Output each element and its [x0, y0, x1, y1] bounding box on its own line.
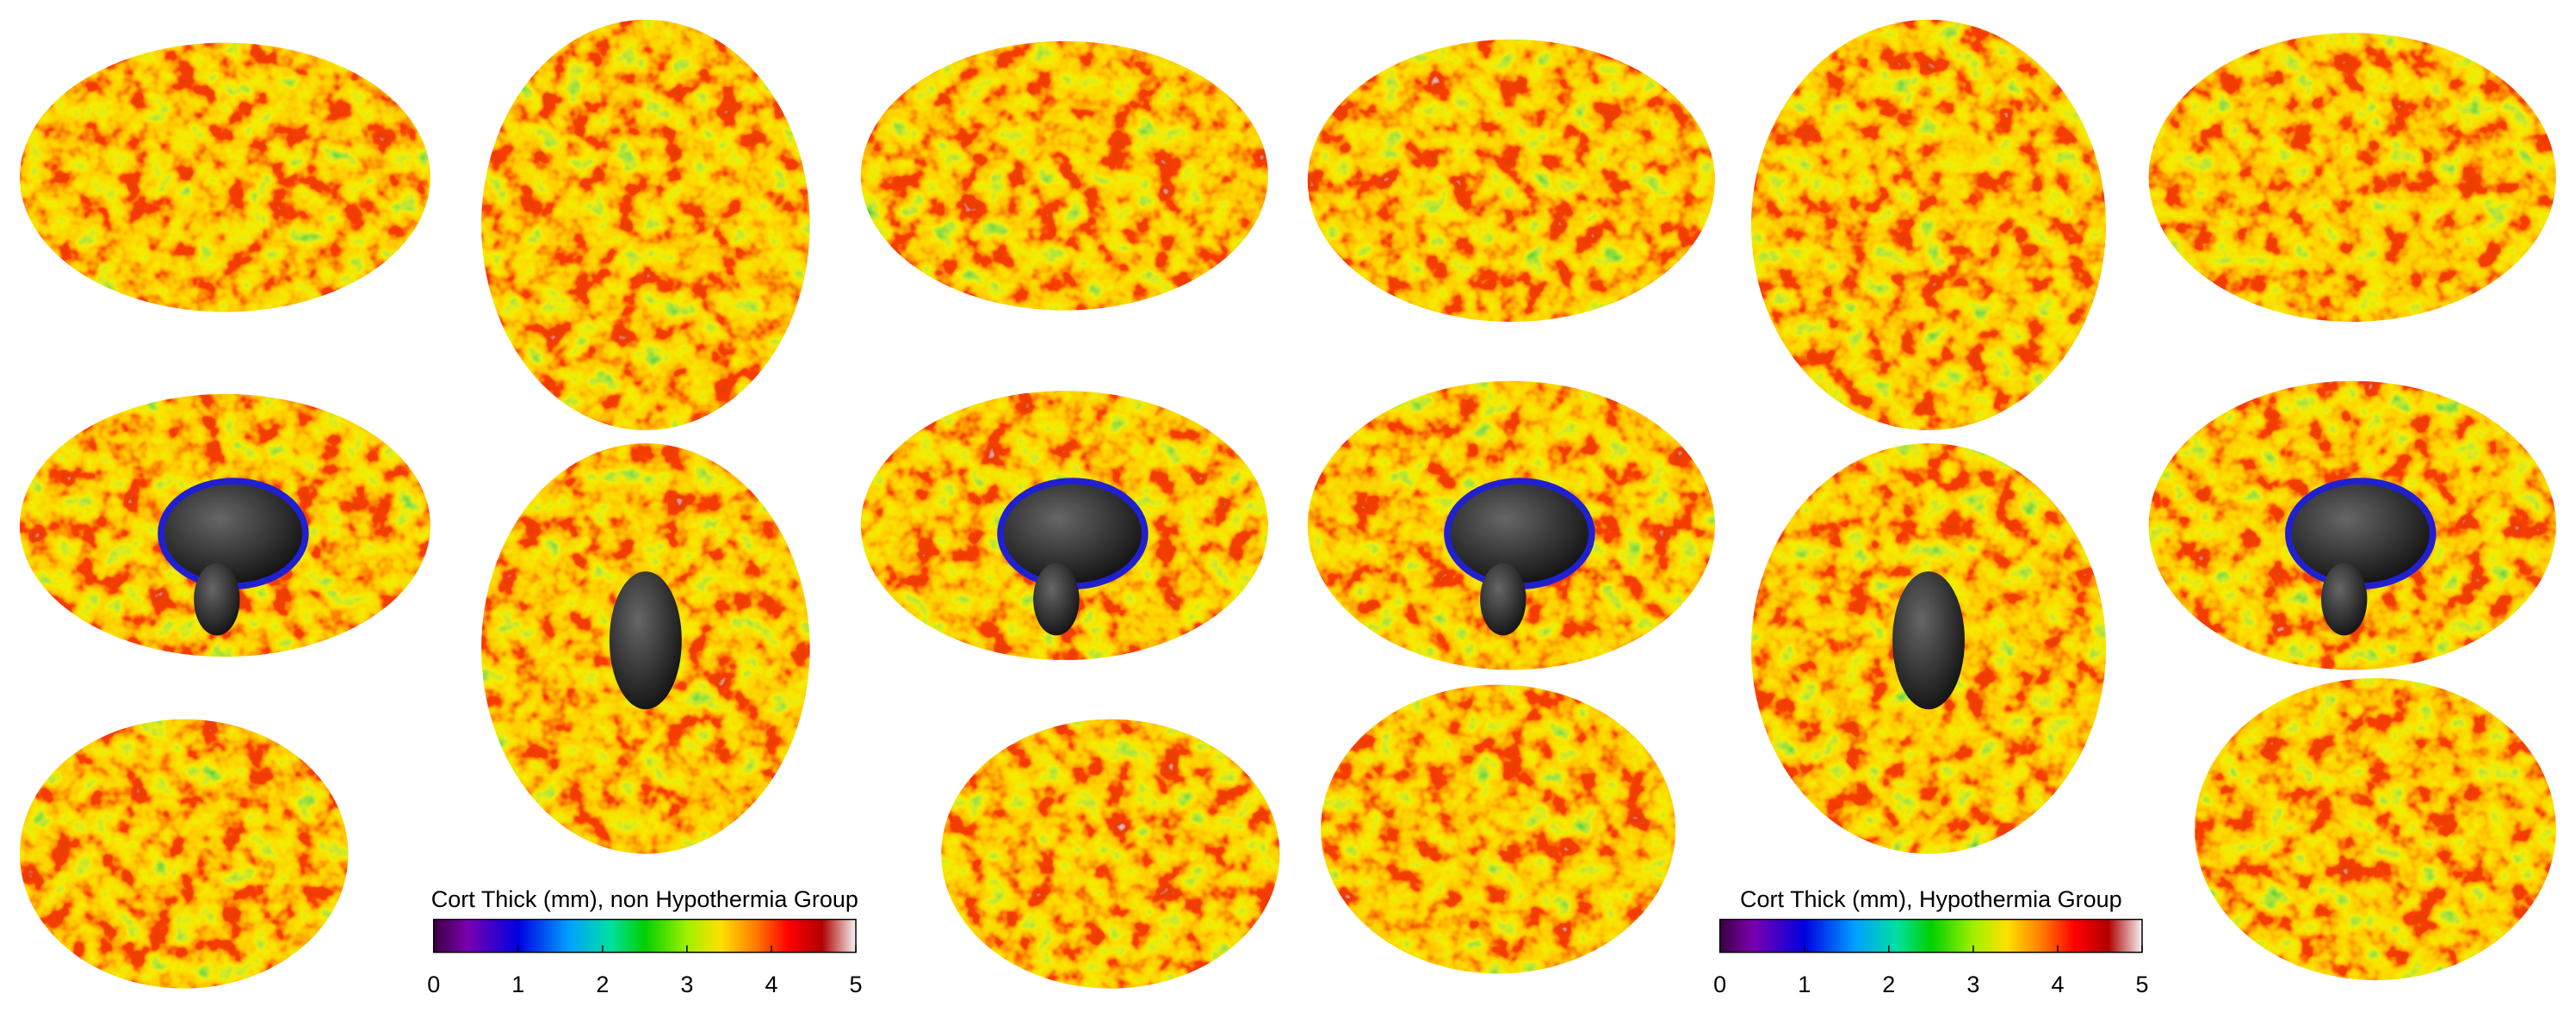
ventricle [1003, 484, 1142, 583]
brainstem [1033, 563, 1080, 636]
colorbar [432, 918, 857, 953]
brain-surface [1307, 39, 1715, 322]
brain-surface [860, 40, 1268, 311]
colorbars: Cort Thick (mm), non Hypothermia Group 0 1… [427, 886, 2148, 997]
brain-surface [1321, 684, 1676, 974]
brainstem [2321, 563, 2368, 636]
brain-surface [19, 719, 349, 989]
tick-label: 1 [511, 972, 524, 997]
tick-label: 3 [680, 972, 693, 997]
tick-label: 2 [596, 972, 609, 997]
tick-label: 4 [2051, 972, 2064, 997]
tick-label: 0 [1713, 972, 1726, 997]
brain-surface [1750, 19, 2107, 430]
tick-label: 5 [850, 972, 863, 997]
brain-surface [481, 19, 810, 430]
brain-views [19, 19, 2556, 989]
ventricle [2291, 484, 2430, 583]
tick-label: 0 [427, 972, 440, 997]
colorbar-title: Cort Thick (mm), Hypothermia Group [1740, 886, 2122, 912]
brain-surface [2195, 678, 2556, 981]
brain-surface [941, 719, 1280, 989]
colorbar-title: Cort Thick (mm), non Hypothermia Group [431, 886, 858, 912]
ventricle [1892, 571, 1965, 710]
brainstem [194, 563, 240, 636]
ventricle [164, 484, 303, 583]
ventricle [1450, 484, 1589, 583]
tick-label: 2 [1882, 972, 1895, 997]
tick-label: 3 [1966, 972, 1979, 997]
brainstem [1480, 563, 1526, 636]
ventricle [609, 571, 682, 710]
tick-label: 4 [765, 972, 777, 997]
brain-surface [19, 42, 430, 312]
colorbar [1718, 918, 2143, 953]
brain-surface [2148, 33, 2556, 322]
tick-label: 5 [2136, 972, 2149, 997]
tick-label: 1 [1798, 972, 1811, 997]
